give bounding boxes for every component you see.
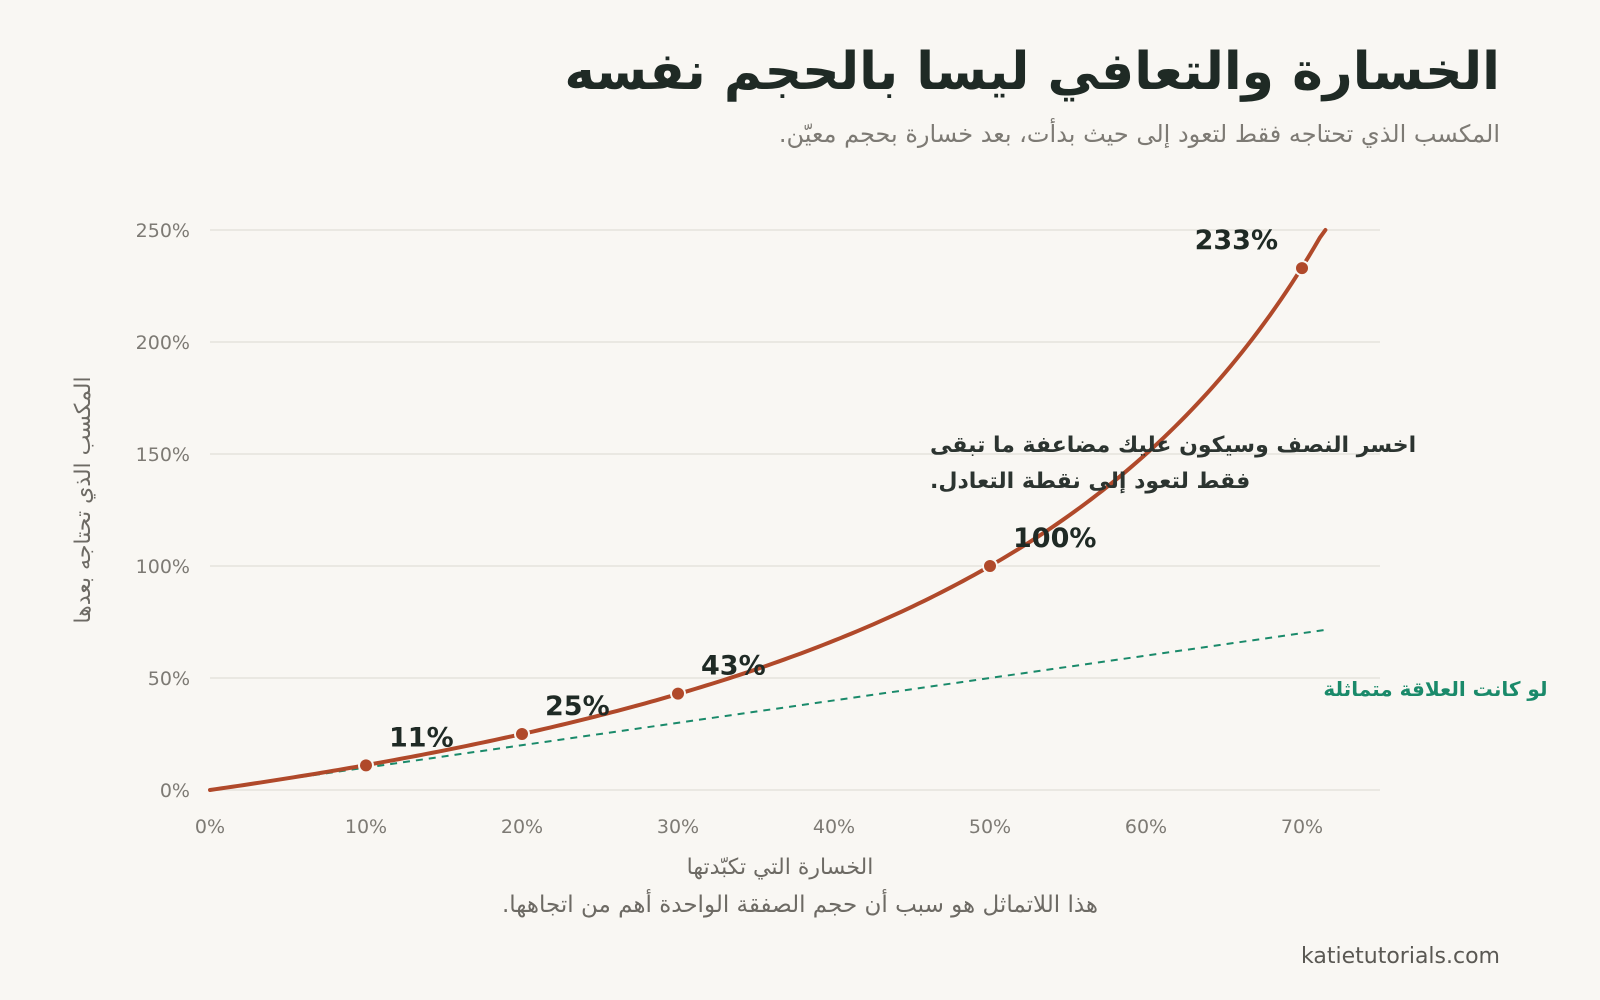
data-label: 43% [701,651,766,682]
x-tick-label: 30% [657,816,699,838]
y-tick-label: 100% [136,556,190,578]
chart-subtitle: المكسب الذي تحتاجه فقط لتعود إلى حيث بدأ… [778,120,1500,148]
x-tick-label: 10% [345,816,387,838]
y-axis-title: المكسب الذي تحتاجه بعدها [71,376,96,623]
x-tick-label: 0% [195,816,225,838]
data-label: 11% [389,722,454,753]
y-tick-label: 250% [136,220,190,242]
x-tick-label: 40% [813,816,855,838]
data-point [670,685,686,702]
symmetric-reference-label: لو كانت العلاقة متماثلة [1323,677,1547,701]
x-tick-label: 70% [1281,816,1323,838]
x-tick-label: 50% [969,816,1011,838]
y-tick-label: 150% [136,444,190,466]
y-axis-ticks: 0% 50% 100% 150% 200% 250% [136,220,190,802]
x-axis-ticks: 0% 10% 20% 30% 40% 50% 60% 70% [195,816,1323,838]
data-label: 25% [545,691,610,722]
required-gain-curve [208,228,1328,792]
data-label: 100% [1013,523,1096,554]
annotation-line-2: فقط لتعود إلى نقطة التعادل. [930,469,1250,494]
data-point [982,558,998,574]
y-tick-label: 50% [148,668,190,690]
data-point [514,726,530,742]
highlight-points [358,260,1310,774]
chart-title: الخسارة والتعافي ليسا بالحجم نفسه [564,42,1500,102]
source-credit: katietutorials.com [1301,944,1500,969]
y-tick-label: 200% [136,332,190,354]
data-point [358,757,374,774]
x-axis-title: الخسارة التي تكبّدتها [687,855,874,880]
gridlines [210,229,1380,791]
x-tick-label: 60% [1125,816,1167,838]
data-labels: 11% 25% 43% 100% 233% [389,225,1278,753]
symmetric-reference-line [209,628,1326,791]
data-label: 233% [1195,225,1278,256]
x-tick-label: 20% [501,816,543,838]
y-tick-label: 0% [160,780,190,802]
chart-caption: هذا اللاتماثل هو سبب أن حجم الصفقة الواح… [501,892,1099,918]
data-point [1294,260,1310,277]
annotation-line-1: اخسر النصف وسيكون عليك مضاعفة ما تبقى [930,433,1416,458]
